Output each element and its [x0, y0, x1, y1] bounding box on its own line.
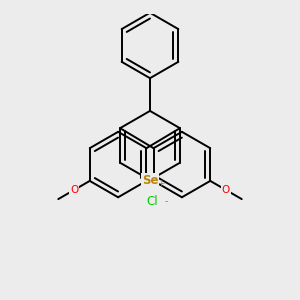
Text: Se: Se: [142, 173, 158, 187]
Text: O: O: [222, 185, 230, 195]
Text: Cl: Cl: [146, 195, 158, 208]
Text: +: +: [157, 179, 164, 188]
Text: O: O: [70, 185, 78, 195]
Text: -: -: [164, 197, 167, 206]
